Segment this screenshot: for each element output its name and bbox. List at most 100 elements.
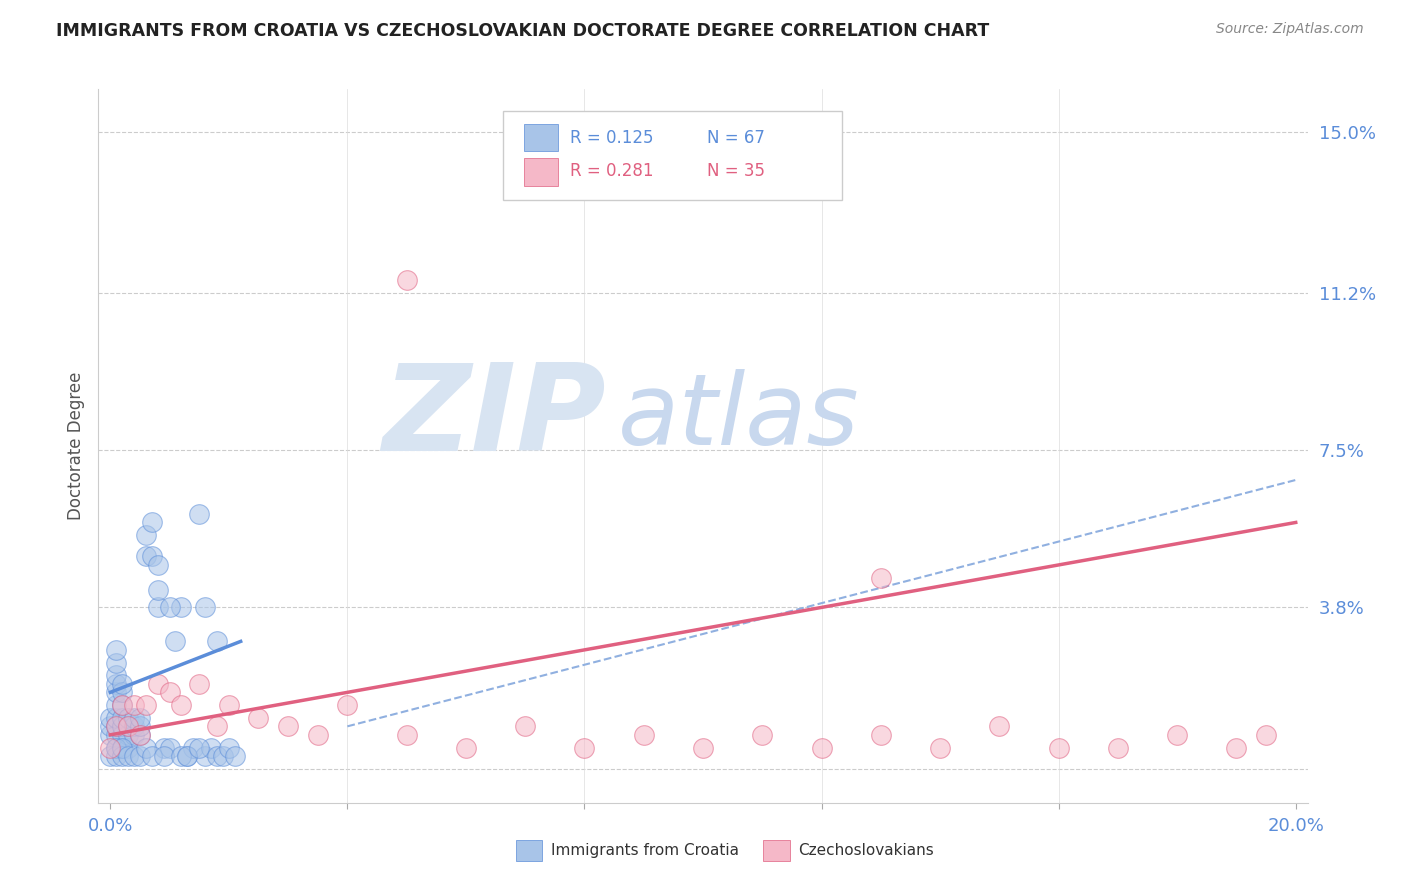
Point — [194, 600, 217, 615]
Point — [117, 711, 139, 725]
Point — [159, 685, 181, 699]
Point — [111, 719, 134, 733]
Point — [135, 528, 157, 542]
FancyBboxPatch shape — [524, 124, 558, 152]
Point — [152, 749, 174, 764]
Point — [129, 711, 152, 725]
Point — [152, 740, 174, 755]
Point — [1107, 740, 1129, 755]
Point — [336, 698, 359, 712]
Point — [141, 516, 163, 530]
Point — [224, 749, 246, 764]
Point — [205, 749, 228, 764]
Point — [205, 719, 228, 733]
Point — [135, 549, 157, 564]
Text: Immigrants from Croatia: Immigrants from Croatia — [551, 843, 738, 858]
Text: N = 67: N = 67 — [707, 128, 765, 146]
Point — [869, 728, 891, 742]
Point — [159, 600, 181, 615]
Point — [176, 749, 198, 764]
Point — [188, 507, 211, 521]
Point — [117, 719, 139, 733]
Point — [129, 728, 152, 742]
Point — [135, 740, 157, 755]
Point — [146, 600, 169, 615]
Point — [117, 728, 139, 742]
Point — [129, 728, 152, 742]
Point — [98, 711, 121, 725]
Point — [515, 719, 537, 733]
Point — [218, 698, 240, 712]
Point — [205, 634, 228, 648]
Point — [105, 740, 128, 755]
Point — [122, 711, 145, 725]
Point — [146, 583, 169, 598]
Point — [122, 749, 145, 764]
Point — [200, 740, 222, 755]
Point — [98, 740, 121, 755]
Point — [307, 728, 329, 742]
Point — [810, 740, 832, 755]
Point — [122, 698, 145, 712]
Point — [141, 749, 163, 764]
Point — [633, 728, 655, 742]
Point — [98, 719, 121, 733]
Point — [170, 600, 193, 615]
Y-axis label: Doctorate Degree: Doctorate Degree — [66, 372, 84, 520]
Point — [247, 711, 270, 725]
Point — [105, 719, 128, 733]
FancyBboxPatch shape — [763, 840, 790, 862]
Point — [1047, 740, 1070, 755]
Text: atlas: atlas — [619, 369, 860, 466]
Text: N = 35: N = 35 — [707, 162, 765, 180]
FancyBboxPatch shape — [503, 111, 842, 200]
Point — [111, 685, 134, 699]
Point — [212, 749, 235, 764]
Point — [111, 740, 134, 755]
Point — [98, 749, 121, 764]
Point — [98, 728, 121, 742]
FancyBboxPatch shape — [524, 159, 558, 186]
Point — [176, 749, 198, 764]
Point — [277, 719, 299, 733]
Point — [122, 728, 145, 742]
Point — [111, 711, 134, 725]
Text: Source: ZipAtlas.com: Source: ZipAtlas.com — [1216, 22, 1364, 37]
Point — [117, 749, 139, 764]
Point — [929, 740, 952, 755]
Point — [129, 719, 152, 733]
Text: R = 0.125: R = 0.125 — [569, 128, 654, 146]
Point — [170, 698, 193, 712]
Point — [395, 728, 418, 742]
Point — [181, 740, 204, 755]
Point — [129, 749, 152, 764]
Point — [188, 740, 211, 755]
Point — [146, 677, 169, 691]
Point — [165, 634, 187, 648]
Point — [105, 685, 128, 699]
Text: ZIP: ZIP — [382, 359, 606, 476]
Point — [105, 643, 128, 657]
Point — [111, 728, 134, 742]
Point — [869, 571, 891, 585]
Point — [395, 273, 418, 287]
Point — [454, 740, 477, 755]
Point — [105, 711, 128, 725]
Point — [111, 677, 134, 691]
Point — [574, 740, 596, 755]
Point — [146, 558, 169, 572]
Point — [111, 740, 134, 755]
FancyBboxPatch shape — [516, 840, 543, 862]
Point — [692, 740, 714, 755]
Point — [117, 740, 139, 755]
Point — [105, 698, 128, 712]
Point — [111, 698, 134, 712]
Point — [105, 656, 128, 670]
Point — [218, 740, 240, 755]
Point — [105, 668, 128, 682]
Text: R = 0.281: R = 0.281 — [569, 162, 654, 180]
Point — [105, 677, 128, 691]
Point — [122, 719, 145, 733]
Point — [105, 740, 128, 755]
Point — [111, 698, 134, 712]
